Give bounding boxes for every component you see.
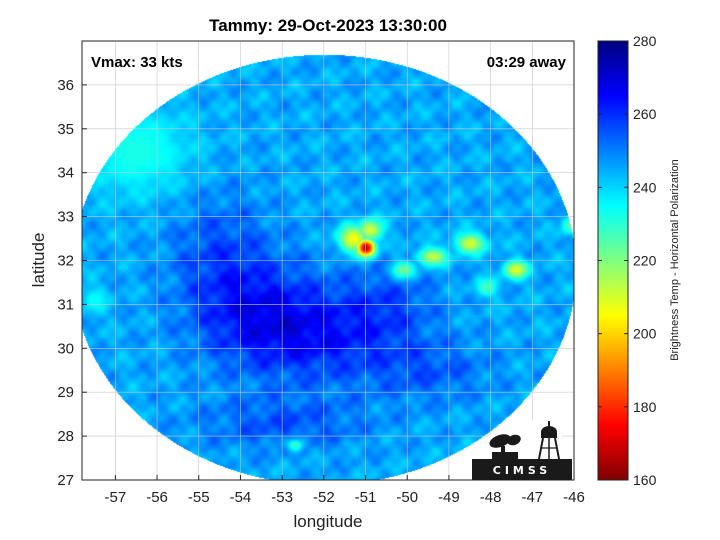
y-tick-label: 29 bbox=[57, 384, 74, 401]
y-axis-label: latitude bbox=[29, 233, 48, 288]
colorbar-tick-label: 160 bbox=[633, 472, 657, 488]
colorbar-tick-label: 220 bbox=[633, 253, 657, 269]
y-tick-label: 30 bbox=[57, 340, 74, 357]
colorbar-tick-label: 260 bbox=[633, 106, 657, 122]
x-tick-label: -52 bbox=[313, 489, 335, 506]
x-tick-label: -49 bbox=[438, 489, 460, 506]
vmax-annotation: Vmax: 33 kts bbox=[91, 54, 183, 71]
grid-lines bbox=[82, 41, 574, 480]
logo-water-tower-icon bbox=[538, 421, 560, 460]
y-tick-label: 35 bbox=[57, 121, 74, 138]
x-axis-ticks: -57 -56 -55 -54 -53 -52 -51 -50 -49 -48 -47 -46 bbox=[105, 475, 585, 506]
plot-area: -57 -56 -55 -54 -53 -52 -51 -50 -49 -48 -47 -46 272… bbox=[57, 40, 585, 506]
x-tick-label: -54 bbox=[230, 489, 252, 506]
time-annotation: 03:29 away bbox=[487, 54, 567, 71]
x-tick-label: -55 bbox=[188, 489, 210, 506]
x-tick-label: -56 bbox=[146, 489, 168, 506]
x-axis-label: longitude bbox=[293, 512, 362, 531]
y-axis-ticks: 27 28 29 30 31 32 33 34 35 36 bbox=[57, 77, 87, 489]
y-tick-label: 33 bbox=[57, 209, 74, 226]
y-tick-label: 32 bbox=[57, 253, 74, 270]
y-tick-label: 34 bbox=[57, 165, 74, 182]
cimss-logo: CIMSS bbox=[472, 419, 572, 480]
logo-dish-icon bbox=[489, 434, 521, 459]
colorbar-ticks: 160 180 200 220 240 260 280 bbox=[598, 33, 657, 488]
y-tick-label: 36 bbox=[57, 77, 74, 94]
chart-title: Tammy: 29-Oct-2023 13:30:00 bbox=[209, 16, 447, 35]
x-tick-label: -50 bbox=[396, 489, 418, 506]
colorbar: 160 180 200 220 240 260 280 Brightness Temp - … bbox=[597, 33, 681, 488]
y-tick-label: 28 bbox=[57, 428, 74, 445]
colorbar-scale bbox=[597, 40, 629, 481]
x-tick-label: -48 bbox=[480, 489, 502, 506]
logo-banner bbox=[472, 459, 572, 480]
logo-text: CIMSS bbox=[493, 464, 551, 477]
x-tick-label: -51 bbox=[355, 489, 377, 506]
colorbar-tick-label: 280 bbox=[633, 33, 657, 49]
y-tick-label: 27 bbox=[57, 472, 74, 489]
colorbar-label: Brightness Temp - Horizontal Polarizatio… bbox=[669, 159, 681, 361]
colorbar-tick-label: 240 bbox=[633, 179, 657, 195]
x-tick-label: -46 bbox=[563, 489, 585, 506]
x-tick-label: -47 bbox=[521, 489, 543, 506]
x-tick-label: -53 bbox=[271, 489, 293, 506]
colorbar-tick-label: 200 bbox=[633, 326, 657, 342]
colorbar-tick-label: 180 bbox=[633, 399, 657, 415]
y-tick-label: 31 bbox=[57, 296, 74, 313]
x-tick-label: -57 bbox=[105, 489, 127, 506]
